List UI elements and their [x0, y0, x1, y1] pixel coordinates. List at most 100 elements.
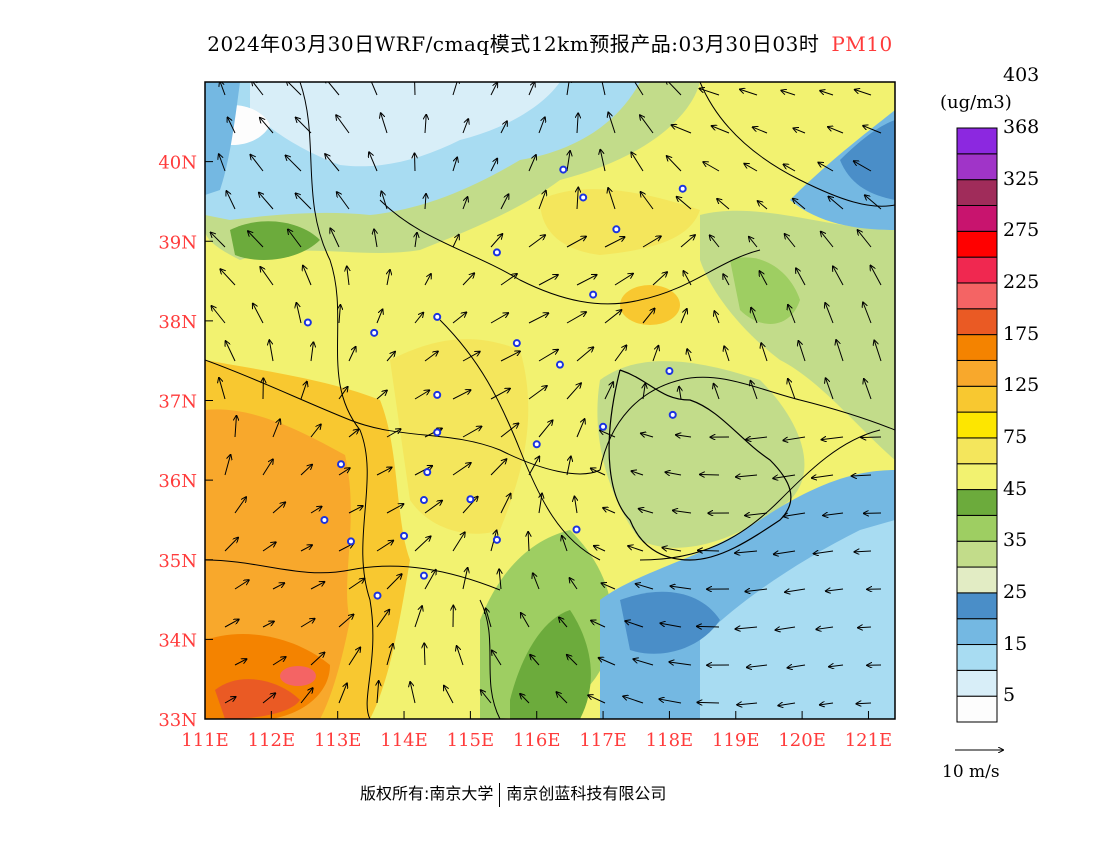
wind-arrow: [486, 608, 492, 628]
wind-arrow: [577, 188, 578, 210]
wind-arrow: [424, 570, 436, 590]
wind-arrow: [462, 427, 481, 438]
wind-arrow: [671, 586, 692, 589]
wind-arrow: [659, 699, 682, 704]
wind-arrow: [386, 644, 393, 666]
wind-arrow: [604, 382, 613, 400]
wind-arrow: [737, 703, 758, 705]
wind-arrow: [250, 155, 264, 172]
wind-arrow: [262, 542, 276, 552]
wind-arrow: [386, 574, 402, 590]
wind-arrow: [528, 386, 547, 400]
wind-arrow: [604, 310, 621, 324]
wind-arrow: [608, 113, 616, 134]
wind-arrow: [220, 82, 226, 96]
wind-arrow: [821, 232, 834, 248]
wind-arrow: [633, 659, 654, 666]
wind-arrow: [567, 82, 570, 96]
wind-arrow: [602, 583, 616, 590]
wind-arrow: [855, 90, 872, 96]
wind-arrow: [296, 118, 312, 134]
legend-swatch: [956, 204, 998, 232]
wind-vectors: [211, 82, 882, 706]
station-marker: [668, 410, 677, 419]
wind-arrow: [746, 437, 768, 439]
legend-swatch: [956, 127, 998, 155]
wind-arrow: [828, 127, 844, 134]
wind-arrow: [224, 538, 238, 552]
wind-arrow: [588, 695, 606, 704]
wind-arrow: [858, 627, 872, 628]
longitude-axis: 111E 112E 113E 114E 115E 116E 117E 118E 119E 120E…: [181, 711, 892, 751]
wind-arrow: [490, 313, 508, 324]
wind-arrow: [348, 506, 363, 514]
wind-arrow: [300, 545, 312, 552]
station-marker: [532, 440, 541, 449]
wind-arrow: [660, 623, 682, 628]
legend-swatch: [956, 385, 998, 413]
wind-arrow: [490, 389, 510, 400]
station-marker: [320, 515, 329, 524]
wind-arrow: [736, 475, 758, 477]
wind-arrow: [500, 121, 507, 134]
wind-arrow: [288, 230, 302, 248]
wind-arrow: [745, 513, 768, 516]
wind-arrow: [566, 457, 571, 476]
wind-arrow: [538, 191, 546, 210]
wind-arrow: [424, 501, 442, 514]
station-marker: [599, 422, 608, 431]
wind-arrow: [414, 536, 431, 552]
wind-arrow: [425, 115, 426, 134]
station-marker: [373, 591, 382, 600]
wind-arrow: [710, 235, 720, 248]
wind-arrow: [816, 627, 834, 629]
wind-arrow: [556, 692, 568, 704]
wind-arrow: [714, 384, 720, 400]
wind-arrow: [348, 429, 358, 438]
wind-arrow: [490, 83, 497, 96]
credit-owner: 版权所有:南京大学: [360, 784, 494, 803]
wind-arrow: [325, 154, 340, 172]
legend-label: 5: [1003, 684, 1016, 707]
wind-arrow: [452, 463, 471, 476]
wind-arrow: [259, 193, 274, 210]
wind-arrow: [641, 433, 654, 437]
station-marker: [572, 525, 581, 534]
wind-arrow: [462, 119, 468, 134]
wind-arrow: [822, 437, 844, 440]
wind-arrow: [462, 497, 478, 514]
wind-arrow: [826, 378, 834, 400]
station-marker: [346, 537, 355, 546]
x-tick-label: 114E: [380, 730, 428, 751]
wind-arrow: [639, 509, 654, 514]
wind-arrow: [749, 237, 758, 248]
credit-separator: [499, 782, 501, 807]
legend-swatch: [956, 644, 998, 671]
wind-arrow: [374, 229, 377, 248]
map-title: 2024年03月30日WRF/cmaq模式12km预报产品:03月30日03时 P…: [0, 28, 1100, 57]
wind-arrow: [566, 312, 586, 324]
wind-arrow: [604, 237, 625, 248]
wind-arrow: [751, 381, 758, 400]
station-marker: [303, 318, 312, 327]
wind-arrow: [248, 231, 264, 248]
wind-arrow: [219, 154, 226, 172]
station-marker: [466, 495, 475, 504]
wind-arrow: [387, 270, 390, 286]
legend-label: 275: [1003, 219, 1040, 242]
wind-arrow: [410, 682, 416, 704]
wind-arrow: [714, 311, 720, 324]
wind-arrow: [614, 345, 626, 362]
station-marker: [423, 468, 432, 477]
wind-arrow: [823, 513, 844, 515]
legend-swatch: [956, 489, 998, 516]
wind-arrow: [665, 472, 682, 475]
wind-arrow: [300, 382, 307, 400]
wind-arrow: [642, 236, 661, 248]
legend-swatch: [956, 334, 998, 361]
wind-arrow: [300, 688, 313, 704]
wind-arrow: [219, 378, 226, 400]
station-marker: [370, 328, 379, 337]
wind-arrow: [740, 89, 758, 96]
